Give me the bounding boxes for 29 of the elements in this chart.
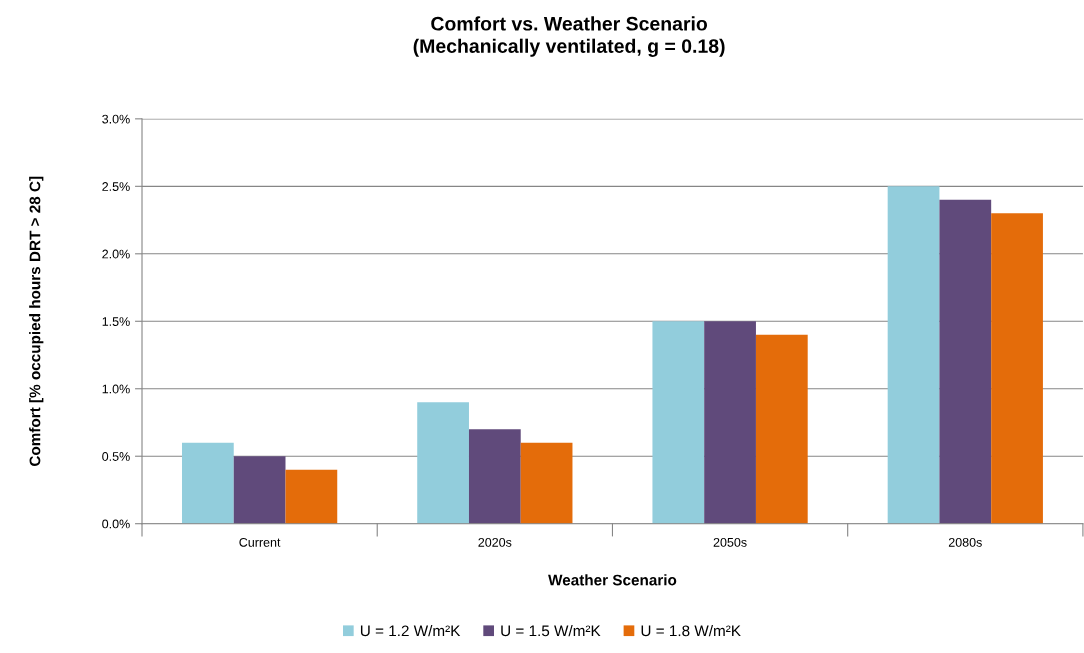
y-tick-label: 2.0% [102,249,130,259]
bar [704,321,756,524]
bar [285,469,338,524]
x-axis-title: Weather Scenario [548,574,677,586]
y-tick-label: 0.0% [102,519,130,529]
legend-label: U = 1.2 W/m²K [360,625,461,637]
legend-label: U = 1.8 W/m²K [641,625,741,637]
y-tick-label: 3.0% [102,114,130,124]
legend-label: U = 1.5 W/m²K [501,625,601,637]
x-tick-label: Current [239,537,281,547]
x-tick-label: 2020s [478,537,512,547]
bar [417,402,469,524]
bar [991,213,1043,524]
bar [755,334,808,524]
bar [520,442,573,524]
y-tick-label: 2.5% [102,182,130,191]
bar [181,442,234,524]
x-tick-label: 2050s [713,537,747,547]
bar [468,429,521,524]
y-tick-label: 0.5% [102,452,130,461]
bar [652,321,705,524]
bar [939,199,992,524]
chart-title: Comfort vs. Weather Scenario (Mechanically ventilated, g = 0.18) [413,16,725,57]
bar [233,456,286,524]
y-tick-label: 1.0% [102,384,130,394]
y-axis-title: Comfort [% occupied hours DRT > 28 C] [29,176,44,466]
bar [887,186,940,524]
x-tick-label: 2080s [948,537,982,547]
y-tick-label: 1.5% [102,317,130,326]
